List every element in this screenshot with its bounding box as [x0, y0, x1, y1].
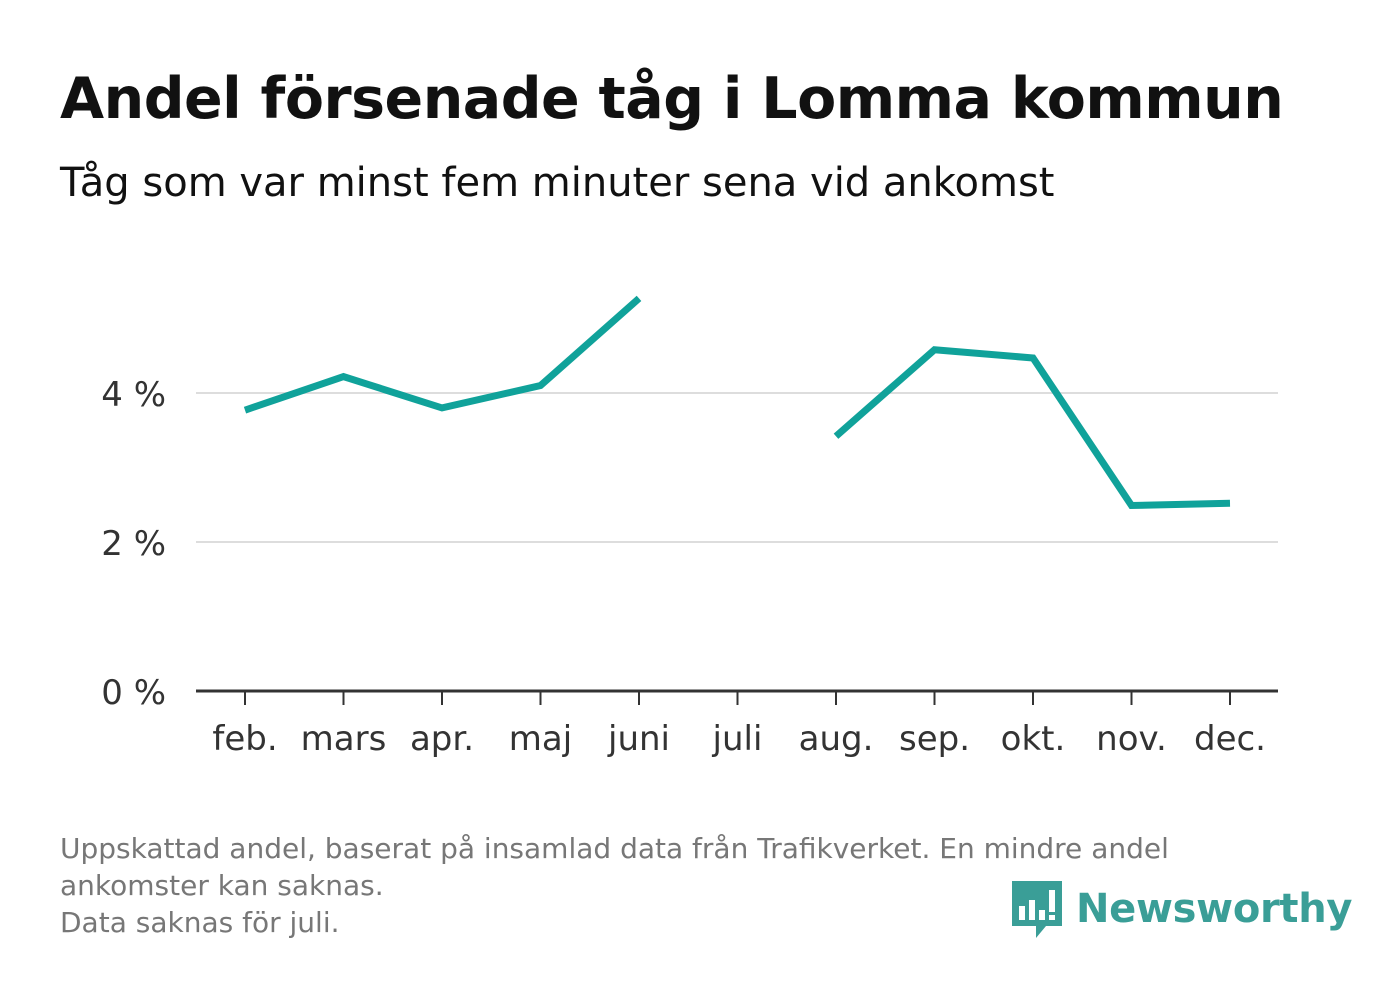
x-tick-label: nov. — [1096, 719, 1167, 759]
x-tick-label: sep. — [899, 719, 970, 759]
y-tick-label: 2 % — [101, 524, 166, 564]
x-tick-label: mars — [301, 719, 387, 759]
x-tick-label: apr. — [410, 719, 474, 759]
x-axis — [196, 689, 1278, 705]
brand-name: Newsworthy — [1076, 886, 1353, 932]
brand-logo: Newsworthy — [1010, 877, 1353, 941]
series-line — [243, 295, 1231, 510]
x-tick-label: aug. — [799, 719, 874, 759]
x-tick-label: okt. — [1001, 719, 1066, 759]
x-tick-label: juli — [712, 719, 763, 759]
chart-subtitle: Tåg som var minst fem minuter sena vid a… — [60, 160, 1055, 206]
footnote-line-1: Uppskattad andel, baserat på insamlad da… — [60, 832, 1169, 865]
chart-title: Andel försenade tåg i Lomma kommun — [60, 66, 1284, 132]
y-tick-label: 4 % — [101, 375, 166, 415]
x-tick-label: dec. — [1194, 719, 1266, 759]
y-axis-tick-labels: 0 % 2 % 4 % — [101, 375, 166, 713]
line-chart: 0 % 2 % 4 % feb. mars apr. maj juni juli aug. sep… — [101, 295, 1278, 759]
grid-lines — [196, 392, 1278, 543]
y-tick-label: 0 % — [101, 673, 166, 713]
footnote-line-3: Data saknas för juli. — [60, 906, 340, 939]
x-tick-label: maj — [509, 719, 572, 759]
footnote-line-2: ankomster kan saknas. — [60, 869, 384, 902]
x-tick-label: feb. — [212, 719, 277, 759]
x-axis-tick-labels: feb. mars apr. maj juni juli aug. sep. okt. nov. d… — [212, 719, 1266, 759]
bar-chart-speech-bubble-icon — [1012, 881, 1062, 938]
series-line-segment — [833, 346, 1231, 510]
footnote: Uppskattad andel, baserat på insamlad da… — [60, 830, 1310, 941]
x-tick-label: juni — [607, 719, 670, 759]
